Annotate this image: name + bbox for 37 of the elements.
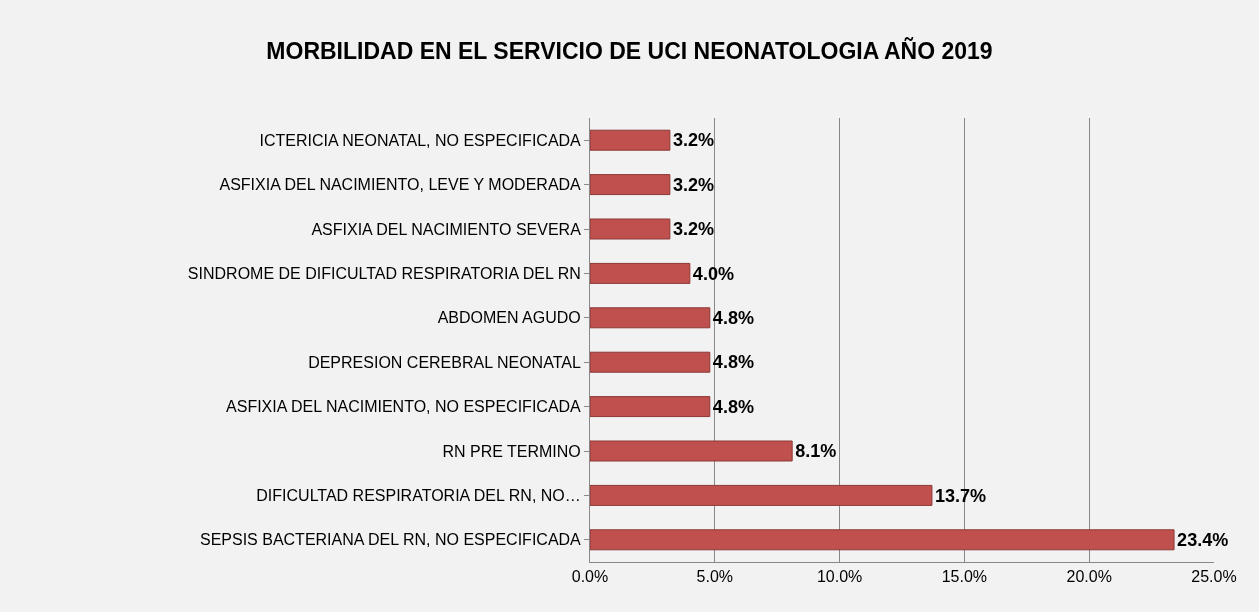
data-label: 23.4% [1177,529,1229,550]
y-tick-label: ICTERICIA NEONATAL, NO ESPECIFICADA [259,131,582,149]
data-label: 3.2% [672,130,715,151]
y-tick-label: RN PRE TERMINO [442,442,581,460]
x-tick-label: 0.0% [571,568,609,586]
y-tick-label: ASFIXIA DEL NACIMIENTO, LEVE Y MODERADA [219,176,582,194]
data-label: 4.8% [712,307,754,328]
bar [590,440,793,462]
data-label: 3.2% [672,174,715,195]
x-tick-label: 5.0% [696,568,734,586]
chart-title: MORBILIDAD EN EL SERVICIO DE UCI NEONATOLOGIA AÑO 2019 [266,36,993,64]
y-tick-label: ASFIXIA DEL NACIMIENTO, NO ESPECIFICADA [226,398,582,416]
x-tick-label: 25.0% [1191,568,1237,586]
bar [590,396,711,418]
y-tick-label: DEPRESION CEREBRAL NEONATAL [308,353,581,371]
data-label: 4.8% [712,352,754,373]
bar [590,218,671,240]
bar [590,129,671,151]
bar [590,484,933,506]
y-tick-label: DIFICULTAD RESPIRATORIA DEL RN, NO… [256,487,581,504]
data-label: 13.7% [934,485,987,506]
y-tick-label: ASFIXIA DEL NACIMIENTO SEVERA [311,220,582,238]
bar [590,262,691,284]
y-tick-label: ABDOMEN AGUDO [437,309,581,327]
bar [590,174,671,196]
data-label: 3.2% [672,219,715,240]
bar [590,529,1175,551]
x-tick-label: 15.0% [941,568,988,586]
x-tick-label: 20.0% [1066,568,1112,586]
data-label: 4.0% [692,263,735,284]
y-tick-label: SINDROME DE DIFICULTAD RESPIRATORIA DEL RN [187,265,581,282]
bar [590,351,711,373]
data-label: 8.1% [795,441,837,462]
x-tick-label: 10.0% [816,568,863,586]
y-tick-label: SEPSIS BACTERIANA DEL RN, NO ESPECIFICADA [199,531,582,549]
bar [590,307,711,329]
data-label: 4.8% [712,396,754,417]
